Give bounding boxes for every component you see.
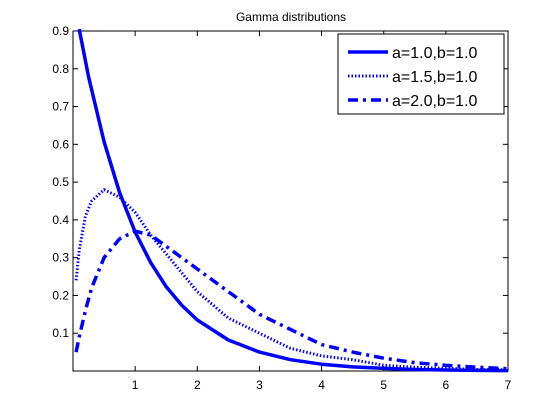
legend: a=1.0,b=1.0 a=1.5,b=1.0 a=2.0,b=1.0 [337,33,505,115]
y-tick-label: 0.3 [52,251,69,265]
series-line-2 [74,229,509,371]
x-tick-label: 4 [318,378,325,392]
y-tick-label: 0.8 [52,62,69,76]
x-tick-label: 1 [132,378,139,392]
chart-title: Gamma distributions [236,10,346,24]
x-tick-label: 2 [194,378,201,392]
x-tick-label: 6 [443,378,450,392]
x-tick-label: 5 [380,378,387,392]
series-line-0 [77,28,509,373]
y-tick-label: 0.6 [52,137,69,151]
y-tick-label: 0.4 [52,213,69,227]
x-tick-label: 7 [505,378,512,392]
x-tick-label: 3 [256,378,263,392]
y-tick-label: 0.9 [52,24,69,38]
series-line-1 [74,188,509,372]
y-tick-label: 0.5 [52,175,69,189]
legend-label-2: a=2.0,b=1.0 [392,93,478,110]
legend-label-0: a=1.0,b=1.0 [392,45,478,62]
axis-ticks: 1 2 3 4 5 6 7 0.1 0.2 0.3 0.4 0.5 0.6 0.7 0.8 0.9 [52,24,511,392]
y-tick-label: 0.1 [52,326,69,340]
legend-label-1: a=1.5,b=1.0 [392,69,478,86]
y-tick-label: 0.7 [52,100,69,114]
series-lines [74,28,509,373]
y-tick-label: 0.2 [52,288,69,302]
